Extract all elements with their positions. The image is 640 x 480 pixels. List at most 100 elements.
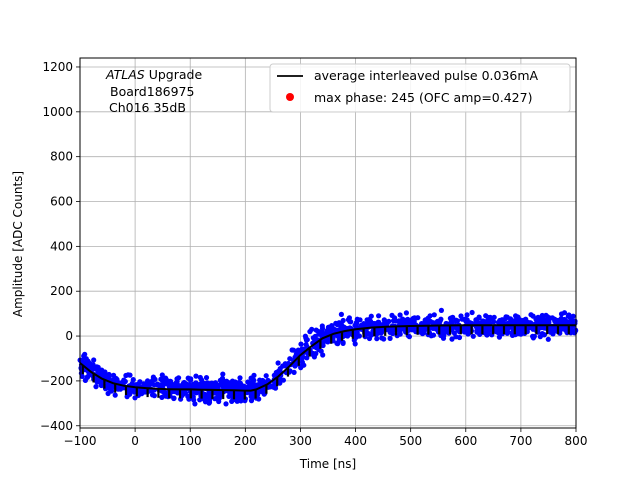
scatter-point bbox=[524, 319, 530, 325]
y-tick-label: 200 bbox=[50, 284, 73, 298]
scatter-point bbox=[539, 312, 545, 319]
x-tick-label: 600 bbox=[454, 434, 477, 448]
scatter-point bbox=[319, 325, 326, 332]
scatter-point bbox=[557, 318, 564, 324]
scatter-point bbox=[340, 317, 346, 324]
scatter-point bbox=[217, 377, 223, 383]
scatter-point bbox=[205, 393, 211, 399]
scatter-point bbox=[303, 335, 309, 341]
legend-entry-average: average interleaved pulse 0.036mA bbox=[314, 68, 539, 83]
scatter-point bbox=[469, 309, 475, 316]
scatter-point bbox=[491, 314, 497, 320]
scatter-point bbox=[335, 341, 341, 347]
scatter-point bbox=[245, 384, 251, 391]
scatter-point bbox=[289, 347, 295, 353]
scatter-point bbox=[518, 331, 524, 337]
x-tick-label: 400 bbox=[344, 434, 367, 448]
scatter-point bbox=[263, 373, 269, 379]
plot-frame bbox=[79, 57, 577, 429]
scatter-point bbox=[326, 324, 333, 331]
scatter-point bbox=[313, 345, 320, 351]
scatter-point bbox=[364, 317, 370, 323]
average-pulse-line bbox=[79, 324, 576, 392]
scatter-point bbox=[137, 379, 143, 385]
y-tick-label: 1000 bbox=[42, 105, 73, 119]
scatter-point bbox=[216, 395, 222, 401]
scatter-point bbox=[291, 369, 297, 375]
scatter-point bbox=[79, 373, 85, 379]
scatter-point bbox=[172, 383, 178, 389]
scatter-point bbox=[453, 334, 459, 340]
scatter-point bbox=[354, 329, 360, 335]
scatter-point bbox=[209, 380, 215, 386]
scatter-point bbox=[237, 375, 243, 381]
scatter-point bbox=[376, 313, 382, 319]
scatter-point bbox=[112, 392, 118, 398]
y-axis-label: Amplitude [ADC Counts] bbox=[11, 171, 25, 317]
x-tick-label: 500 bbox=[399, 434, 422, 448]
scatter-point bbox=[88, 363, 94, 369]
scatter-point bbox=[174, 376, 180, 382]
scatter-point bbox=[298, 341, 304, 347]
scatter-point bbox=[338, 311, 344, 317]
scatter-point bbox=[299, 355, 305, 361]
scatter-point bbox=[459, 316, 465, 322]
scatter-point bbox=[313, 351, 319, 357]
scatter-point bbox=[513, 313, 519, 319]
scatter-point bbox=[464, 312, 470, 318]
scatter-point bbox=[226, 380, 232, 386]
scatter-point bbox=[166, 382, 172, 388]
scatter-point bbox=[340, 340, 346, 346]
scatter-point bbox=[193, 373, 199, 379]
scatter-point bbox=[151, 393, 157, 399]
average-line-series bbox=[79, 324, 576, 400]
legend-marker-swatch bbox=[286, 93, 294, 101]
scatter-point bbox=[223, 401, 229, 407]
scatter-point bbox=[420, 329, 426, 335]
scatter-point bbox=[374, 336, 380, 342]
scatter-point bbox=[449, 320, 455, 326]
scatter-point bbox=[140, 389, 146, 395]
x-axis-label: Time [ns] bbox=[299, 457, 356, 471]
scatter-point bbox=[275, 360, 281, 366]
x-tick-label: 300 bbox=[289, 434, 312, 448]
scatter-point bbox=[333, 320, 339, 326]
scatter-point bbox=[121, 377, 127, 383]
x-tick-label: 200 bbox=[234, 434, 257, 448]
scatter-point bbox=[280, 363, 286, 369]
scatter-point bbox=[379, 335, 385, 341]
scatter-point bbox=[397, 312, 403, 318]
scatter-point bbox=[387, 335, 393, 341]
scatter-point bbox=[280, 377, 286, 383]
scatter-point bbox=[160, 381, 166, 387]
scatter-point bbox=[366, 335, 373, 342]
y-tick-label: 400 bbox=[50, 239, 73, 253]
y-tick-label: −200 bbox=[40, 374, 73, 388]
scatter-point bbox=[220, 371, 226, 377]
scatter-point bbox=[539, 319, 545, 325]
scatter-point bbox=[496, 334, 502, 340]
scatter-point bbox=[132, 395, 138, 401]
scatter-point bbox=[541, 332, 548, 338]
scatter-point bbox=[558, 311, 565, 317]
annotation-line-1: ATLAS Upgrade bbox=[105, 67, 202, 82]
scatter-point bbox=[476, 314, 482, 320]
scatter-point bbox=[108, 388, 114, 394]
scatter-point bbox=[106, 374, 112, 381]
scatter-point bbox=[477, 331, 483, 337]
scatter-point bbox=[486, 318, 492, 324]
scatter-point bbox=[256, 396, 262, 402]
scatter-point bbox=[99, 367, 105, 373]
scatter-point bbox=[142, 381, 148, 388]
annotation-line-2: Board186975 bbox=[110, 84, 194, 99]
scatter-point bbox=[195, 389, 201, 395]
scatter-point bbox=[82, 351, 88, 357]
scatter-point bbox=[192, 401, 198, 407]
scatter-point bbox=[91, 357, 97, 363]
scatter-point bbox=[430, 325, 436, 331]
scatter-point bbox=[348, 319, 354, 325]
scatter-point bbox=[470, 333, 476, 339]
legend-box bbox=[269, 63, 571, 113]
scatter-point bbox=[389, 312, 395, 318]
y-tick-label: −400 bbox=[40, 419, 73, 433]
